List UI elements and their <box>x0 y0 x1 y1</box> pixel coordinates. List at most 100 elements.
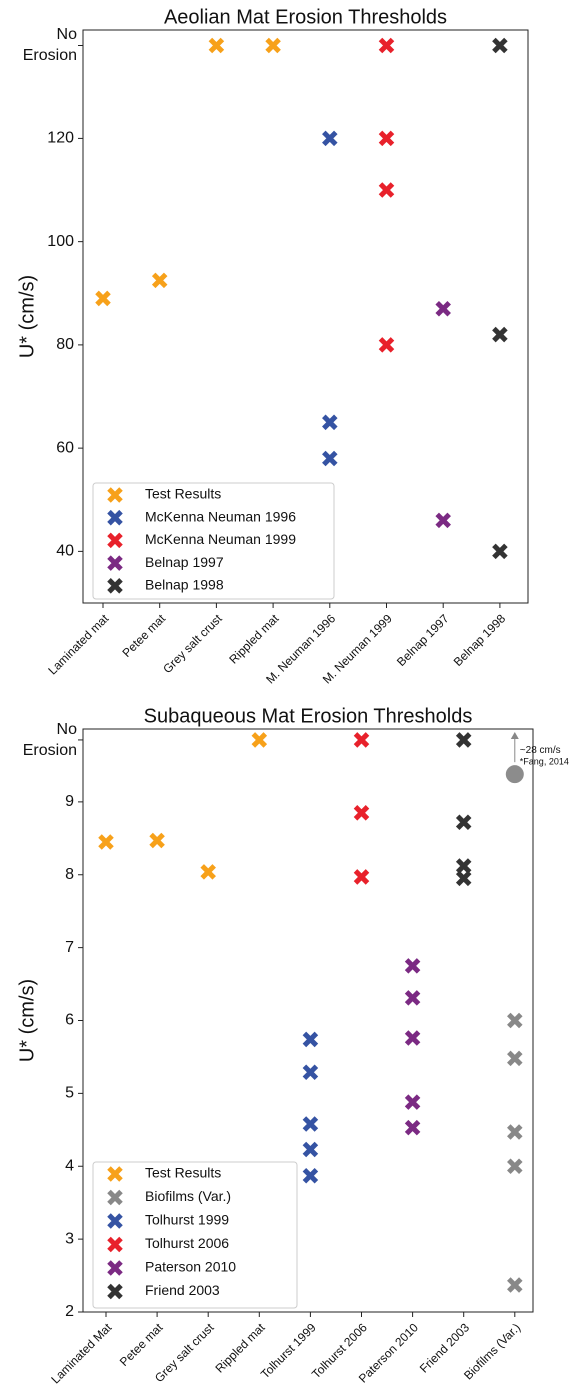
data-point <box>455 870 472 887</box>
legend-marker <box>107 1260 123 1276</box>
y-tick-label: 8 <box>65 866 74 883</box>
y-axis-label: U* (cm/s) <box>16 979 38 1062</box>
y-tick-label-text: No Erosion <box>22 720 77 759</box>
data-point <box>302 1031 319 1048</box>
data-point <box>492 326 508 343</box>
data-point <box>208 37 225 54</box>
legend-label: Test Results <box>145 486 221 502</box>
legend-marker <box>107 1189 123 1206</box>
legend-box <box>92 482 335 600</box>
data-point <box>507 1158 523 1175</box>
data-point <box>322 450 338 467</box>
x-tick-label: Friend 2003 <box>417 1320 472 1375</box>
legend-marker <box>107 1283 123 1300</box>
chart-title: Aeolian Mat Erosion Thresholds <box>164 6 447 28</box>
legend-marker <box>107 1236 123 1253</box>
legend-label: Paterson 2010 <box>145 1259 236 1275</box>
data-point <box>200 864 216 880</box>
x-tick-label: Rippled mat <box>212 1320 268 1376</box>
data-point <box>378 182 395 198</box>
legend-marker <box>107 555 123 571</box>
legend-marker <box>107 532 123 549</box>
x-tick-label: Laminated mat <box>45 611 111 677</box>
data-point <box>435 300 451 317</box>
legend-label: McKenna Neuman 1999 <box>145 531 296 547</box>
data-point <box>251 732 268 748</box>
data-point <box>302 1116 319 1132</box>
data-point <box>492 37 508 54</box>
data-point <box>149 832 165 849</box>
x-tick-label: Rippled mat <box>226 611 282 667</box>
legend-label: Test Results <box>145 1165 221 1181</box>
x-tick-label: Grey salt crust <box>160 611 225 676</box>
legend-marker <box>107 1166 123 1182</box>
legend-marker <box>107 1213 123 1229</box>
chart-title: Subaqueous Mat Erosion Thresholds <box>144 705 473 727</box>
plot-frame <box>82 29 529 604</box>
y-tick-label: 4 <box>65 1157 74 1174</box>
data-point <box>302 1141 319 1158</box>
data-point <box>455 732 472 748</box>
data-point <box>98 834 114 850</box>
data-point <box>507 1050 523 1067</box>
data-point <box>455 858 472 874</box>
data-point <box>404 1094 421 1110</box>
y-tick-label: 6 <box>65 1012 74 1029</box>
y-tick-label: No Erosion <box>22 720 77 759</box>
x-tick-label: Belnap 1998 <box>451 611 509 669</box>
data-point <box>302 1064 319 1081</box>
data-point <box>492 543 508 560</box>
x-tick-label: Belnap 1997 <box>394 611 452 669</box>
data-point <box>378 130 395 147</box>
legend-label: Biofilms (Var.) <box>145 1188 231 1204</box>
data-point <box>404 1030 421 1046</box>
y-tick-label: 40 <box>56 543 74 560</box>
data-point <box>507 1012 523 1029</box>
legend-label: Friend 2003 <box>145 1282 220 1298</box>
legend-box <box>92 1161 298 1309</box>
data-point <box>322 130 338 147</box>
data-point <box>302 1167 319 1184</box>
annotation-note: *Fang, 2014 <box>520 757 569 767</box>
data-point <box>404 990 421 1006</box>
y-tick-label: 60 <box>56 439 74 456</box>
legend-label: Tolhurst 2006 <box>145 1235 229 1251</box>
y-tick-label: No Erosion <box>23 26 77 64</box>
y-tick-label: 5 <box>65 1085 74 1102</box>
legend-label: McKenna Neuman 1996 <box>145 508 296 524</box>
legend-label: Tolhurst 1999 <box>145 1212 229 1228</box>
x-tick-label: Laminated Mat <box>48 1320 114 1386</box>
data-point <box>404 958 421 974</box>
data-point <box>353 805 370 821</box>
y-tick-label: 7 <box>65 939 74 956</box>
data-point <box>378 37 395 54</box>
data-point <box>95 290 111 307</box>
y-tick-label: 9 <box>65 793 74 810</box>
data-point <box>455 814 472 831</box>
y-tick-label: 120 <box>47 130 74 147</box>
annotation-arrowhead <box>510 732 519 739</box>
y-tick-label: 2 <box>65 1303 74 1320</box>
legend-label: Belnap 1998 <box>145 577 224 593</box>
x-tick-label: Petee mat <box>119 611 168 660</box>
data-point <box>353 869 370 885</box>
data-point <box>507 1277 523 1293</box>
data-point <box>353 732 370 748</box>
y-tick-label: 100 <box>47 233 74 250</box>
data-point <box>507 1124 523 1140</box>
y-tick-label: 3 <box>65 1230 74 1247</box>
data-point <box>151 272 168 289</box>
data-point <box>435 512 451 529</box>
data-point <box>378 337 395 353</box>
legend-marker <box>107 509 123 526</box>
x-tick-label: Petee mat <box>117 1320 166 1369</box>
y-axis-label: U* (cm/s) <box>16 275 38 358</box>
legend-marker <box>107 578 123 594</box>
annotation-point <box>505 765 524 784</box>
y-tick-label: 80 <box>56 336 74 353</box>
annotation-text: ~28 cm/s <box>520 745 561 756</box>
legend-marker <box>107 487 123 503</box>
data-point <box>322 414 338 431</box>
data-point <box>265 37 281 54</box>
